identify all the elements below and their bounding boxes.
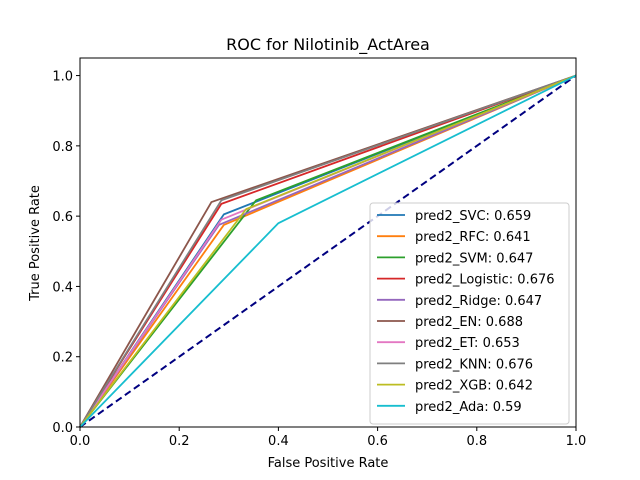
- x-axis-label: False Positive Rate: [268, 456, 389, 471]
- legend-label-3: pred2_Logistic: 0.676: [415, 273, 555, 288]
- x-tick-label-3: 0.6: [367, 434, 388, 449]
- legend-label-8: pred2_XGB: 0.642: [415, 379, 533, 394]
- chart-title: ROC for Nilotinib_ActArea: [226, 35, 430, 55]
- axes: 0.0 0.2 0.4 0.6 0.8 1.0 0.0 0.2 0.4 0.6 0.8 1.0: [52, 57, 587, 449]
- legend-label-4: pred2_Ridge: 0.647: [415, 294, 542, 309]
- roc-line-8: [79, 74, 577, 428]
- legend: pred2_SVC: 0.659 pred2_RFC: 0.641 pred2_SV…: [369, 202, 570, 425]
- legend-label-9: pred2_Ada: 0.59: [415, 400, 522, 415]
- x-tick-label-0: 0.0: [70, 434, 91, 449]
- y-tick-label-3: 0.6: [52, 210, 73, 225]
- legend-label-5: pred2_EN: 0.688: [415, 315, 523, 330]
- x-tick-label-4: 0.8: [466, 434, 487, 449]
- y-tick-label-0: 0.0: [52, 421, 73, 436]
- y-axis-label: True Positive Rate: [28, 185, 43, 302]
- y-tick-label-4: 0.8: [52, 140, 73, 155]
- legend-label-6: pred2_ET: 0.653: [415, 336, 520, 351]
- legend-label-7: pred2_KNN: 0.676: [415, 357, 533, 372]
- plot-lines: [79, 74, 577, 428]
- roc-line-9: [79, 74, 577, 428]
- x-tick-label-1: 0.2: [169, 434, 190, 449]
- y-tick-label-5: 1.0: [52, 70, 73, 85]
- y-tick-label-1: 0.2: [52, 351, 73, 366]
- legend-box: [369, 202, 570, 425]
- roc-line-7: [79, 74, 577, 428]
- legend-label-0: pred2_SVC: 0.659: [415, 209, 531, 224]
- y-tick-label-2: 0.4: [52, 280, 73, 295]
- plot-frame: [79, 57, 577, 428]
- x-tick-label-2: 0.4: [268, 434, 289, 449]
- chance-line: [79, 74, 577, 428]
- legend-label-2: pred2_SVM: 0.647: [415, 251, 533, 266]
- x-tick-label-5: 1.0: [566, 434, 587, 449]
- legend-label-1: pred2_RFC: 0.641: [415, 230, 531, 245]
